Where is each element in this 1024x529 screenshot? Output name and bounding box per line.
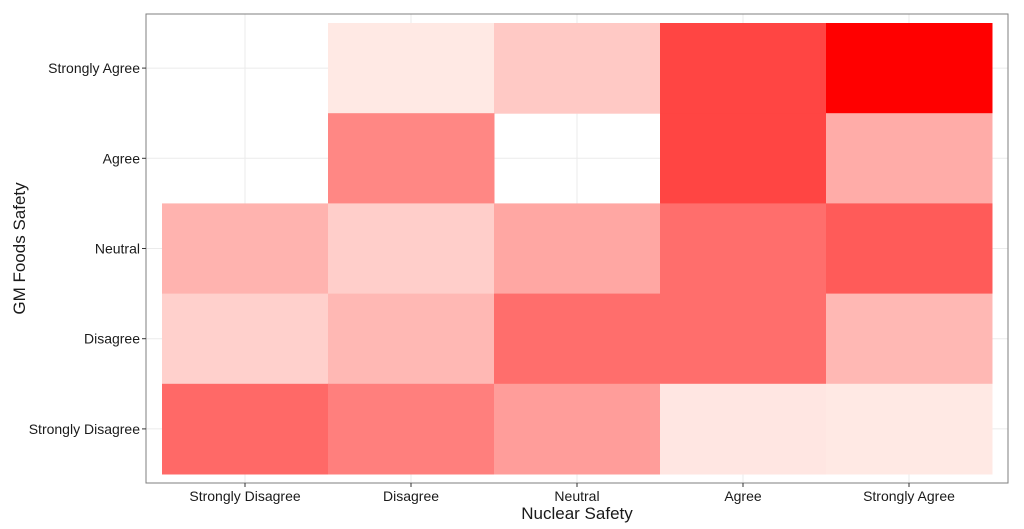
heatmap-cell-disagree-by-disagree [328,293,495,385]
heatmap-cell-agree-by-neutral [660,203,827,295]
heatmap-cell-disagree-by-agree [328,113,495,204]
heatmap-cell-strongly-disagree-by-strongly-disagree [162,383,329,475]
x-tick-label-neutral: Neutral [554,488,599,504]
heatmap-cell-neutral-by-strongly-agree [494,23,661,114]
y-tick-label-disagree: Disagree [84,331,140,347]
heatmap-cell-strongly-agree-by-neutral [826,203,993,295]
heatmap-cell-strongly-disagree-by-neutral [162,203,329,295]
x-tick-label-strongly-disagree: Strongly Disagree [189,488,300,504]
heatmap-cell-disagree-by-neutral [328,203,495,295]
heatmap-cell-strongly-agree-by-agree [826,113,993,204]
heatmap-cell-agree-by-strongly-disagree [660,383,827,475]
heatmap-cell-strongly-disagree-by-disagree [162,293,329,385]
heatmap-cells [162,23,993,475]
heatmap-cell-agree-by-disagree [660,293,827,385]
y-axis-title: GM Foods Safety [10,182,29,315]
heatmap-cell-disagree-by-strongly-agree [328,23,495,114]
heatmap-cell-agree-by-strongly-agree [660,23,827,114]
heatmap-cell-strongly-agree-by-strongly-agree [826,23,993,114]
x-axis-ticks: Strongly Disagree Disagree Neutral Agree Str… [189,483,955,504]
x-axis-title: Nuclear Safety [521,504,633,523]
y-tick-label-agree: Agree [103,150,141,166]
x-tick-label-agree: Agree [724,488,762,504]
heatmap-cell-neutral-by-neutral [494,203,661,295]
y-tick-label-neutral: Neutral [95,241,140,257]
heatmap-cell-disagree-by-strongly-disagree [328,383,495,475]
heatmap-cell-agree-by-agree [660,113,827,204]
y-tick-label-strongly-disagree: Strongly Disagree [29,421,140,437]
heatmap-cell-neutral-by-disagree [494,293,661,385]
y-axis-ticks: Strongly Disagree Disagree Neutral Agree Str… [29,60,146,437]
heatmap-cell-strongly-agree-by-disagree [826,293,993,385]
x-tick-label-strongly-agree: Strongly Agree [863,488,955,504]
heatmap-cell-neutral-by-strongly-disagree [494,383,661,475]
heatmap-cell-strongly-agree-by-strongly-disagree [826,383,993,475]
y-tick-label-strongly-agree: Strongly Agree [48,60,140,76]
x-tick-label-disagree: Disagree [383,488,439,504]
